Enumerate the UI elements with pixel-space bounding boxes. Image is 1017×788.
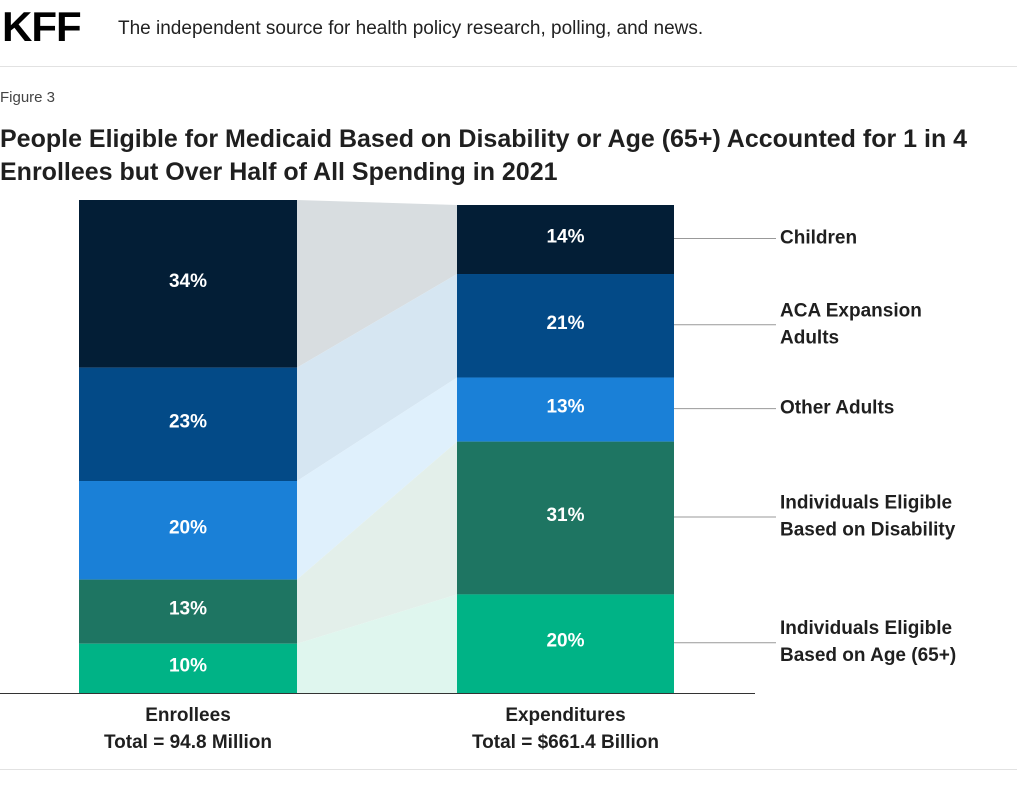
bar-segment-enrollees-3 [79,579,297,644]
bar-segment-expenditures-1 [457,274,674,378]
site-tagline: The independent source for health policy… [118,18,704,39]
legend-label: Based on Disability [780,520,956,541]
data-label: 13% [546,397,584,418]
data-label: 13% [169,599,207,620]
data-label: 20% [546,631,584,652]
legend-label: Other Adults [780,398,894,419]
category-label: Expenditures [505,705,625,726]
connector-band-2 [297,377,457,580]
bar-segment-expenditures-0 [457,205,674,275]
bar-segment-expenditures-4 [457,594,674,693]
connector-band-4 [297,594,457,693]
chart-title-line-2: Enrollees but Over Half of All Spending … [0,158,558,186]
category-subtitle: Total = 94.8 Million [104,732,272,753]
bar-segment-expenditures-3 [457,441,674,595]
data-label: 34% [169,271,207,292]
legend-label: Individuals Eligible [780,493,952,514]
figure-label: Figure 3 [0,89,56,106]
chart-title-line-1: People Eligible for Medicaid Based on Di… [0,125,968,153]
kff-logo[interactable]: KFF [2,3,82,50]
footer-divider [0,769,1017,770]
bar-segment-enrollees-0 [79,200,297,368]
data-label: 20% [169,517,207,538]
bar-segment-enrollees-4 [79,643,297,693]
legend-label: Adults [780,327,839,348]
data-label: 21% [546,313,584,334]
legend-label: ACA Expansion [780,300,922,321]
legend-label: Based on Age (65+) [780,645,956,666]
connector-band-1 [297,274,457,482]
bar-segment-expenditures-2 [457,377,674,442]
site-header: KFF The independent source for health po… [0,0,1017,67]
legend-label: Children [780,228,857,249]
legend-label: Individuals Eligible [780,618,952,639]
data-label: 14% [546,227,584,248]
chart-title: People Eligible for Medicaid Based on Di… [0,123,1000,189]
connector-band-0 [297,200,457,368]
bar-segment-enrollees-2 [79,481,297,580]
data-label: 31% [546,505,584,526]
category-label: Enrollees [145,705,231,726]
data-label: 10% [169,655,207,676]
connector-band-3 [297,441,457,644]
bar-segment-enrollees-1 [79,367,297,482]
data-label: 23% [169,411,207,432]
category-subtitle: Total = $661.4 Billion [472,732,659,753]
